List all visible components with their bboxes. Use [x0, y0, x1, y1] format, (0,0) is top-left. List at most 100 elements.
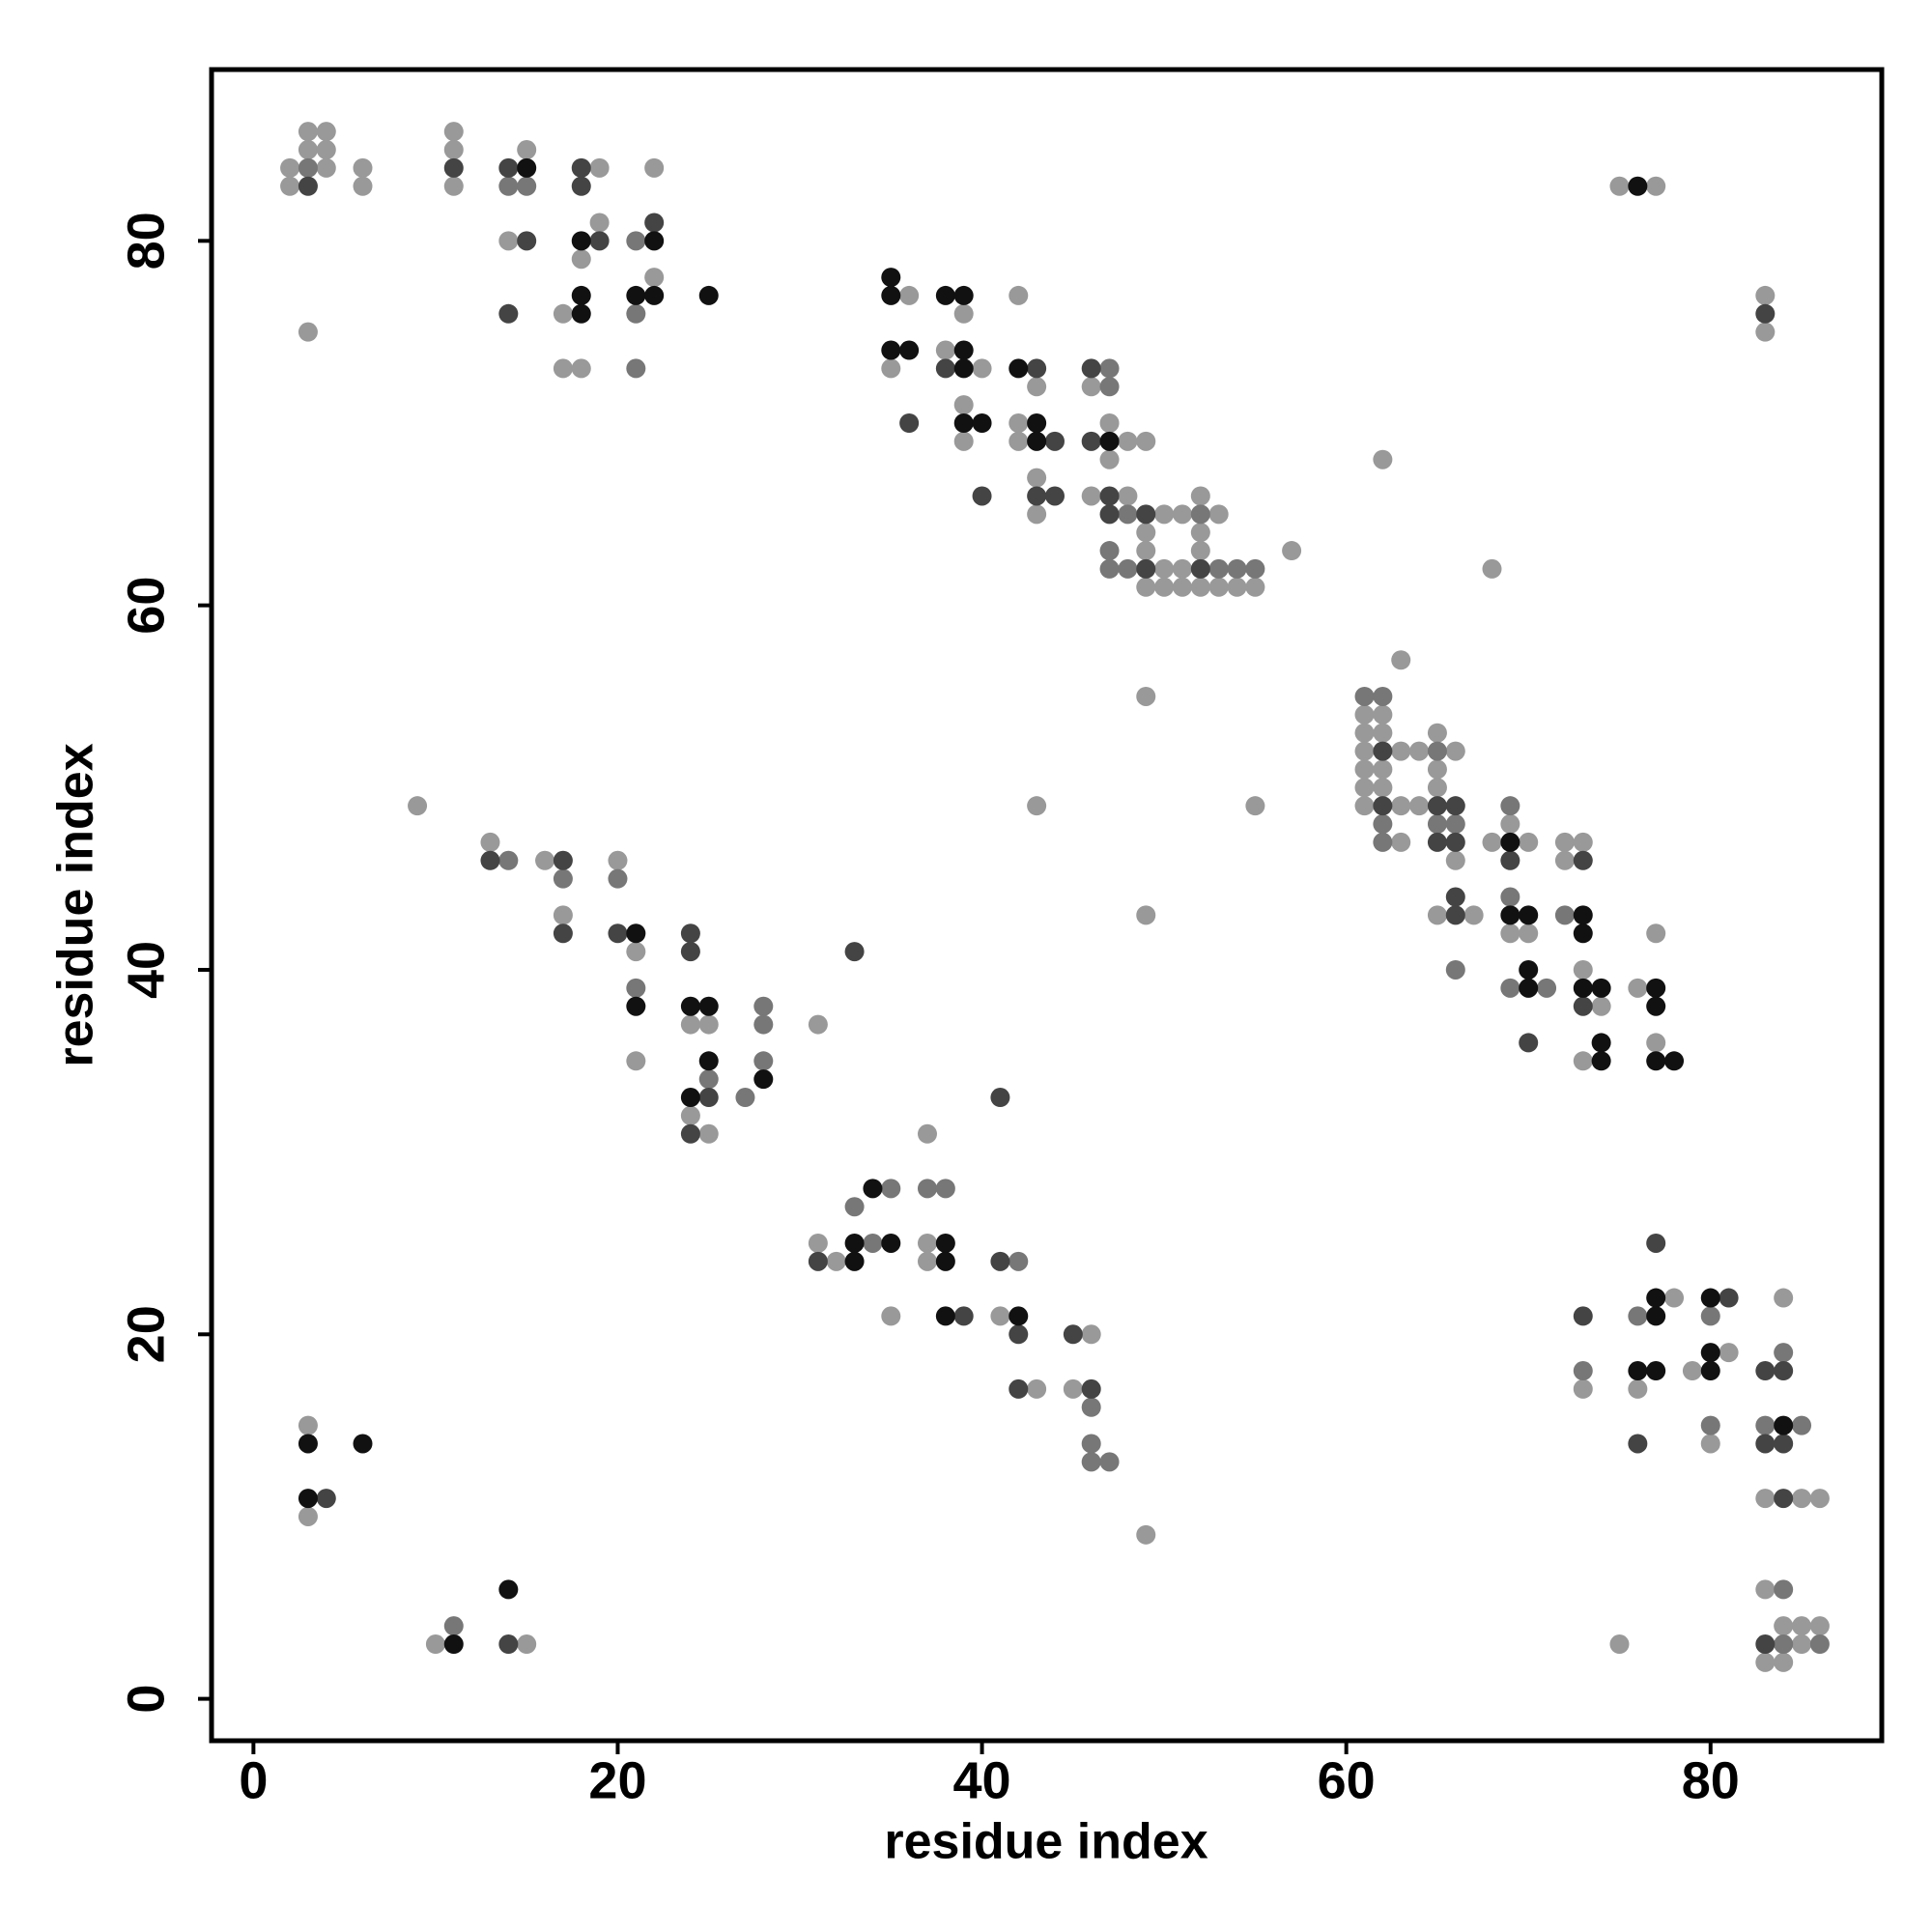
point [553, 303, 573, 324]
point [1573, 959, 1593, 980]
point [535, 850, 555, 870]
point [1427, 778, 1447, 798]
point [480, 850, 500, 870]
point [1427, 905, 1447, 925]
point [1755, 1579, 1776, 1600]
point [1427, 814, 1447, 835]
point [498, 1634, 519, 1655]
point [753, 1014, 774, 1035]
point [1154, 504, 1175, 525]
point [1591, 996, 1611, 1016]
point [1573, 978, 1593, 998]
point [1172, 577, 1192, 597]
point [443, 1616, 464, 1636]
point [1500, 796, 1520, 816]
point [680, 1014, 700, 1035]
point [1391, 650, 1411, 670]
point [1500, 887, 1520, 907]
point [644, 157, 665, 178]
point [881, 1233, 901, 1253]
point [1136, 431, 1156, 451]
point [935, 1251, 955, 1271]
point [1774, 1489, 1794, 1509]
point [1099, 449, 1120, 469]
point [571, 157, 591, 178]
point [644, 231, 665, 251]
point [626, 231, 646, 251]
point [1009, 1378, 1029, 1399]
point [517, 231, 537, 251]
point [1373, 778, 1393, 798]
point [1027, 468, 1047, 488]
point [1774, 1343, 1794, 1363]
point [1537, 978, 1557, 998]
point [1646, 1233, 1666, 1253]
point [1136, 1524, 1156, 1545]
point [1682, 1361, 1702, 1381]
point [1519, 959, 1539, 980]
point [1027, 504, 1047, 525]
point [1136, 558, 1156, 579]
point [1700, 1343, 1720, 1363]
point [626, 358, 646, 379]
point [753, 996, 774, 1016]
x-tick-label: 60 [1318, 1751, 1376, 1809]
point [1099, 504, 1120, 525]
point [316, 1489, 336, 1509]
point [1190, 541, 1210, 561]
point [1628, 176, 1648, 196]
point [953, 395, 974, 415]
point [1700, 1434, 1720, 1454]
point [844, 1197, 865, 1217]
point [680, 1123, 700, 1144]
point [553, 850, 573, 870]
point [1719, 1288, 1739, 1308]
point [1099, 541, 1120, 561]
point [626, 285, 646, 305]
point [1154, 577, 1175, 597]
point [899, 340, 920, 360]
point [1190, 523, 1210, 543]
point [1792, 1634, 1812, 1655]
point [1154, 558, 1175, 579]
point [1027, 1378, 1047, 1399]
point [1081, 486, 1101, 506]
point [918, 1251, 937, 1271]
point [1792, 1415, 1812, 1435]
point [298, 176, 318, 196]
point [1755, 1361, 1776, 1381]
point [443, 1634, 464, 1655]
point [1118, 486, 1138, 506]
point [844, 1233, 865, 1253]
point [626, 996, 646, 1016]
point [498, 1579, 519, 1600]
point [1136, 905, 1156, 925]
y-tick-label: 20 [117, 1305, 175, 1363]
point [826, 1251, 846, 1271]
point [1081, 1452, 1101, 1472]
point [698, 1088, 719, 1108]
point [1099, 377, 1120, 397]
point [1519, 1033, 1539, 1053]
point [1774, 1415, 1794, 1435]
point [498, 303, 519, 324]
point [644, 285, 665, 305]
point [1774, 1434, 1794, 1454]
point [698, 996, 719, 1016]
point [1373, 741, 1393, 761]
point [1646, 1361, 1666, 1381]
point [1044, 431, 1065, 451]
point [808, 1251, 828, 1271]
point [1409, 741, 1430, 761]
point [1081, 1324, 1101, 1345]
point [1809, 1616, 1830, 1636]
point [881, 285, 901, 305]
point [589, 157, 610, 178]
point [935, 358, 955, 379]
point [698, 1123, 719, 1144]
point [1427, 832, 1447, 852]
point [316, 157, 336, 178]
point [918, 1179, 937, 1199]
y-axis-label: residue index [48, 743, 104, 1066]
